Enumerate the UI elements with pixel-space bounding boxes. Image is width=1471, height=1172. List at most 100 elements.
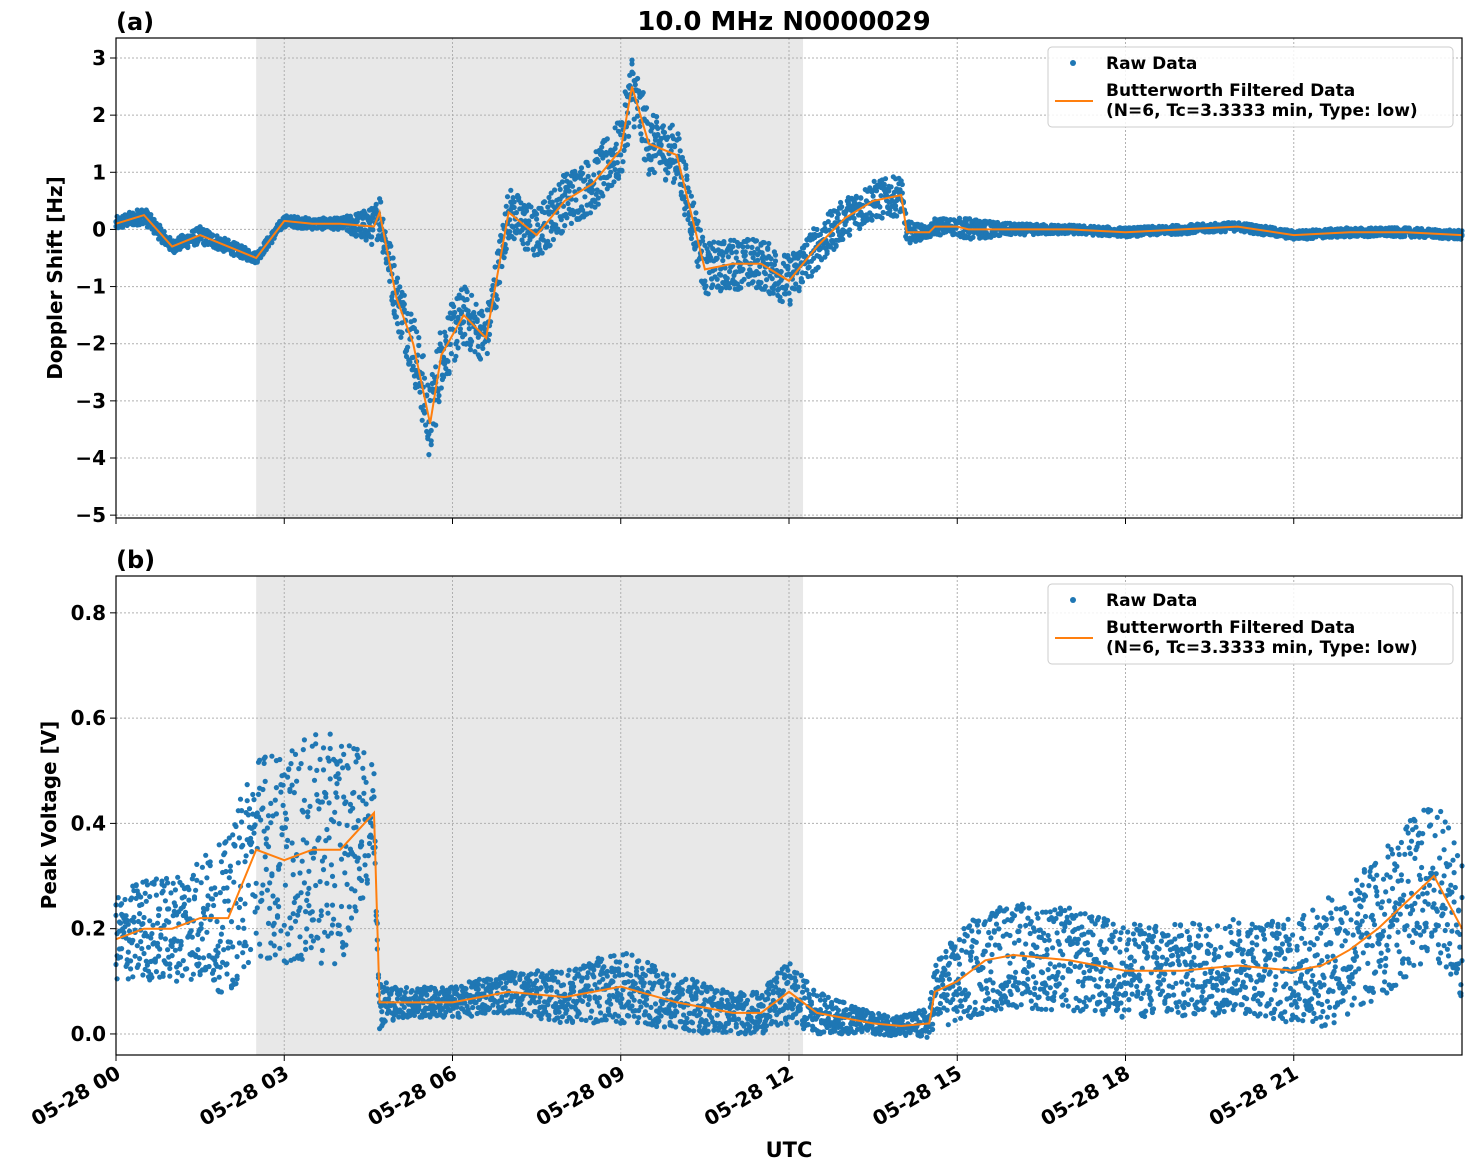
raw-data-point [450, 1014, 455, 1019]
raw-data-point [128, 966, 133, 971]
raw-data-point [840, 237, 845, 242]
raw-data-point [398, 335, 403, 340]
raw-data-point [284, 817, 289, 822]
raw-data-point [343, 799, 348, 804]
raw-data-point [347, 927, 352, 932]
raw-data-point [255, 905, 260, 910]
raw-data-point [227, 875, 232, 880]
raw-data-point [232, 843, 237, 848]
raw-data-point [476, 987, 481, 992]
raw-data-point [550, 200, 555, 205]
raw-data-point [184, 966, 189, 971]
raw-data-point [534, 212, 539, 217]
raw-data-point [693, 210, 698, 215]
raw-data-point [139, 946, 144, 951]
raw-data-point [182, 902, 187, 907]
raw-data-point [351, 790, 356, 795]
raw-data-point [165, 880, 170, 885]
raw-data-point [518, 1002, 523, 1007]
raw-data-point [580, 999, 585, 1004]
raw-data-point [718, 273, 723, 278]
raw-data-point [238, 897, 243, 902]
raw-data-point [161, 971, 166, 976]
raw-data-point [237, 905, 242, 910]
raw-data-point [254, 931, 259, 936]
raw-data-point [334, 795, 339, 800]
raw-data-point [331, 917, 336, 922]
raw-data-point [319, 913, 324, 918]
raw-data-point [305, 809, 310, 814]
raw-data-point [611, 179, 616, 184]
raw-data-point [118, 921, 123, 926]
raw-data-point [565, 201, 570, 206]
raw-data-point [339, 904, 344, 909]
raw-data-point [507, 229, 512, 234]
raw-data-point [327, 835, 332, 840]
raw-data-point [122, 897, 127, 902]
raw-data-point [148, 212, 153, 217]
raw-data-point [146, 945, 151, 950]
raw-data-point [839, 204, 844, 209]
raw-data-point [283, 811, 288, 816]
raw-data-point [600, 193, 605, 198]
raw-data-point [129, 895, 134, 900]
raw-data-point [136, 962, 141, 967]
raw-data-point [407, 360, 412, 365]
y-tick-label: −3 [75, 389, 106, 413]
raw-data-point [154, 893, 159, 898]
raw-data-point [369, 242, 374, 247]
raw-data-point [224, 961, 229, 966]
raw-data-point [331, 819, 336, 824]
raw-data-point [314, 768, 319, 773]
raw-data-point [276, 904, 281, 909]
raw-data-point [599, 145, 604, 150]
raw-data-point [147, 894, 152, 899]
y-tick-label: −1 [75, 275, 106, 299]
raw-data-point [800, 279, 805, 284]
raw-data-point [619, 168, 624, 173]
raw-data-point [601, 964, 606, 969]
raw-data-point [302, 737, 307, 742]
raw-data-point [889, 184, 894, 189]
raw-data-point [670, 123, 675, 128]
raw-data-point [659, 142, 664, 147]
raw-data-point [163, 936, 168, 941]
raw-data-point [118, 955, 123, 960]
panel-b-voltage: 0.00.20.40.60.8 (b) Peak Voltage [V] Raw… [37, 546, 1465, 1061]
raw-data-point [710, 282, 715, 287]
raw-data-point [341, 794, 346, 799]
raw-data-point [779, 269, 784, 274]
raw-data-point [292, 900, 297, 905]
raw-data-point [357, 866, 362, 871]
raw-data-point [585, 975, 590, 980]
raw-data-point [505, 194, 510, 199]
raw-data-point [115, 976, 120, 981]
raw-data-point [480, 313, 485, 318]
raw-data-point [284, 960, 289, 965]
raw-data-point [264, 836, 269, 841]
raw-data-point [327, 800, 332, 805]
raw-data-point [201, 955, 206, 960]
raw-data-point [257, 942, 262, 947]
raw-data-point [468, 347, 473, 352]
raw-data-point [275, 915, 280, 920]
raw-data-point [591, 974, 596, 979]
raw-data-point [571, 984, 576, 989]
raw-data-point [371, 771, 376, 776]
raw-data-point [148, 935, 153, 940]
raw-data-point [321, 745, 326, 750]
raw-data-point [366, 853, 371, 858]
y-tick-label: 1 [92, 160, 106, 184]
raw-data-point [852, 216, 857, 221]
raw-data-point [274, 811, 279, 816]
raw-data-point [145, 882, 150, 887]
raw-data-point [392, 263, 397, 268]
raw-data-point [469, 293, 474, 298]
raw-data-point [233, 824, 238, 829]
raw-data-point [313, 741, 318, 746]
raw-data-point [293, 752, 298, 757]
raw-data-point [586, 983, 591, 988]
raw-data-point [217, 842, 222, 847]
y-tick-label: −4 [75, 446, 106, 470]
raw-data-point [361, 750, 366, 755]
